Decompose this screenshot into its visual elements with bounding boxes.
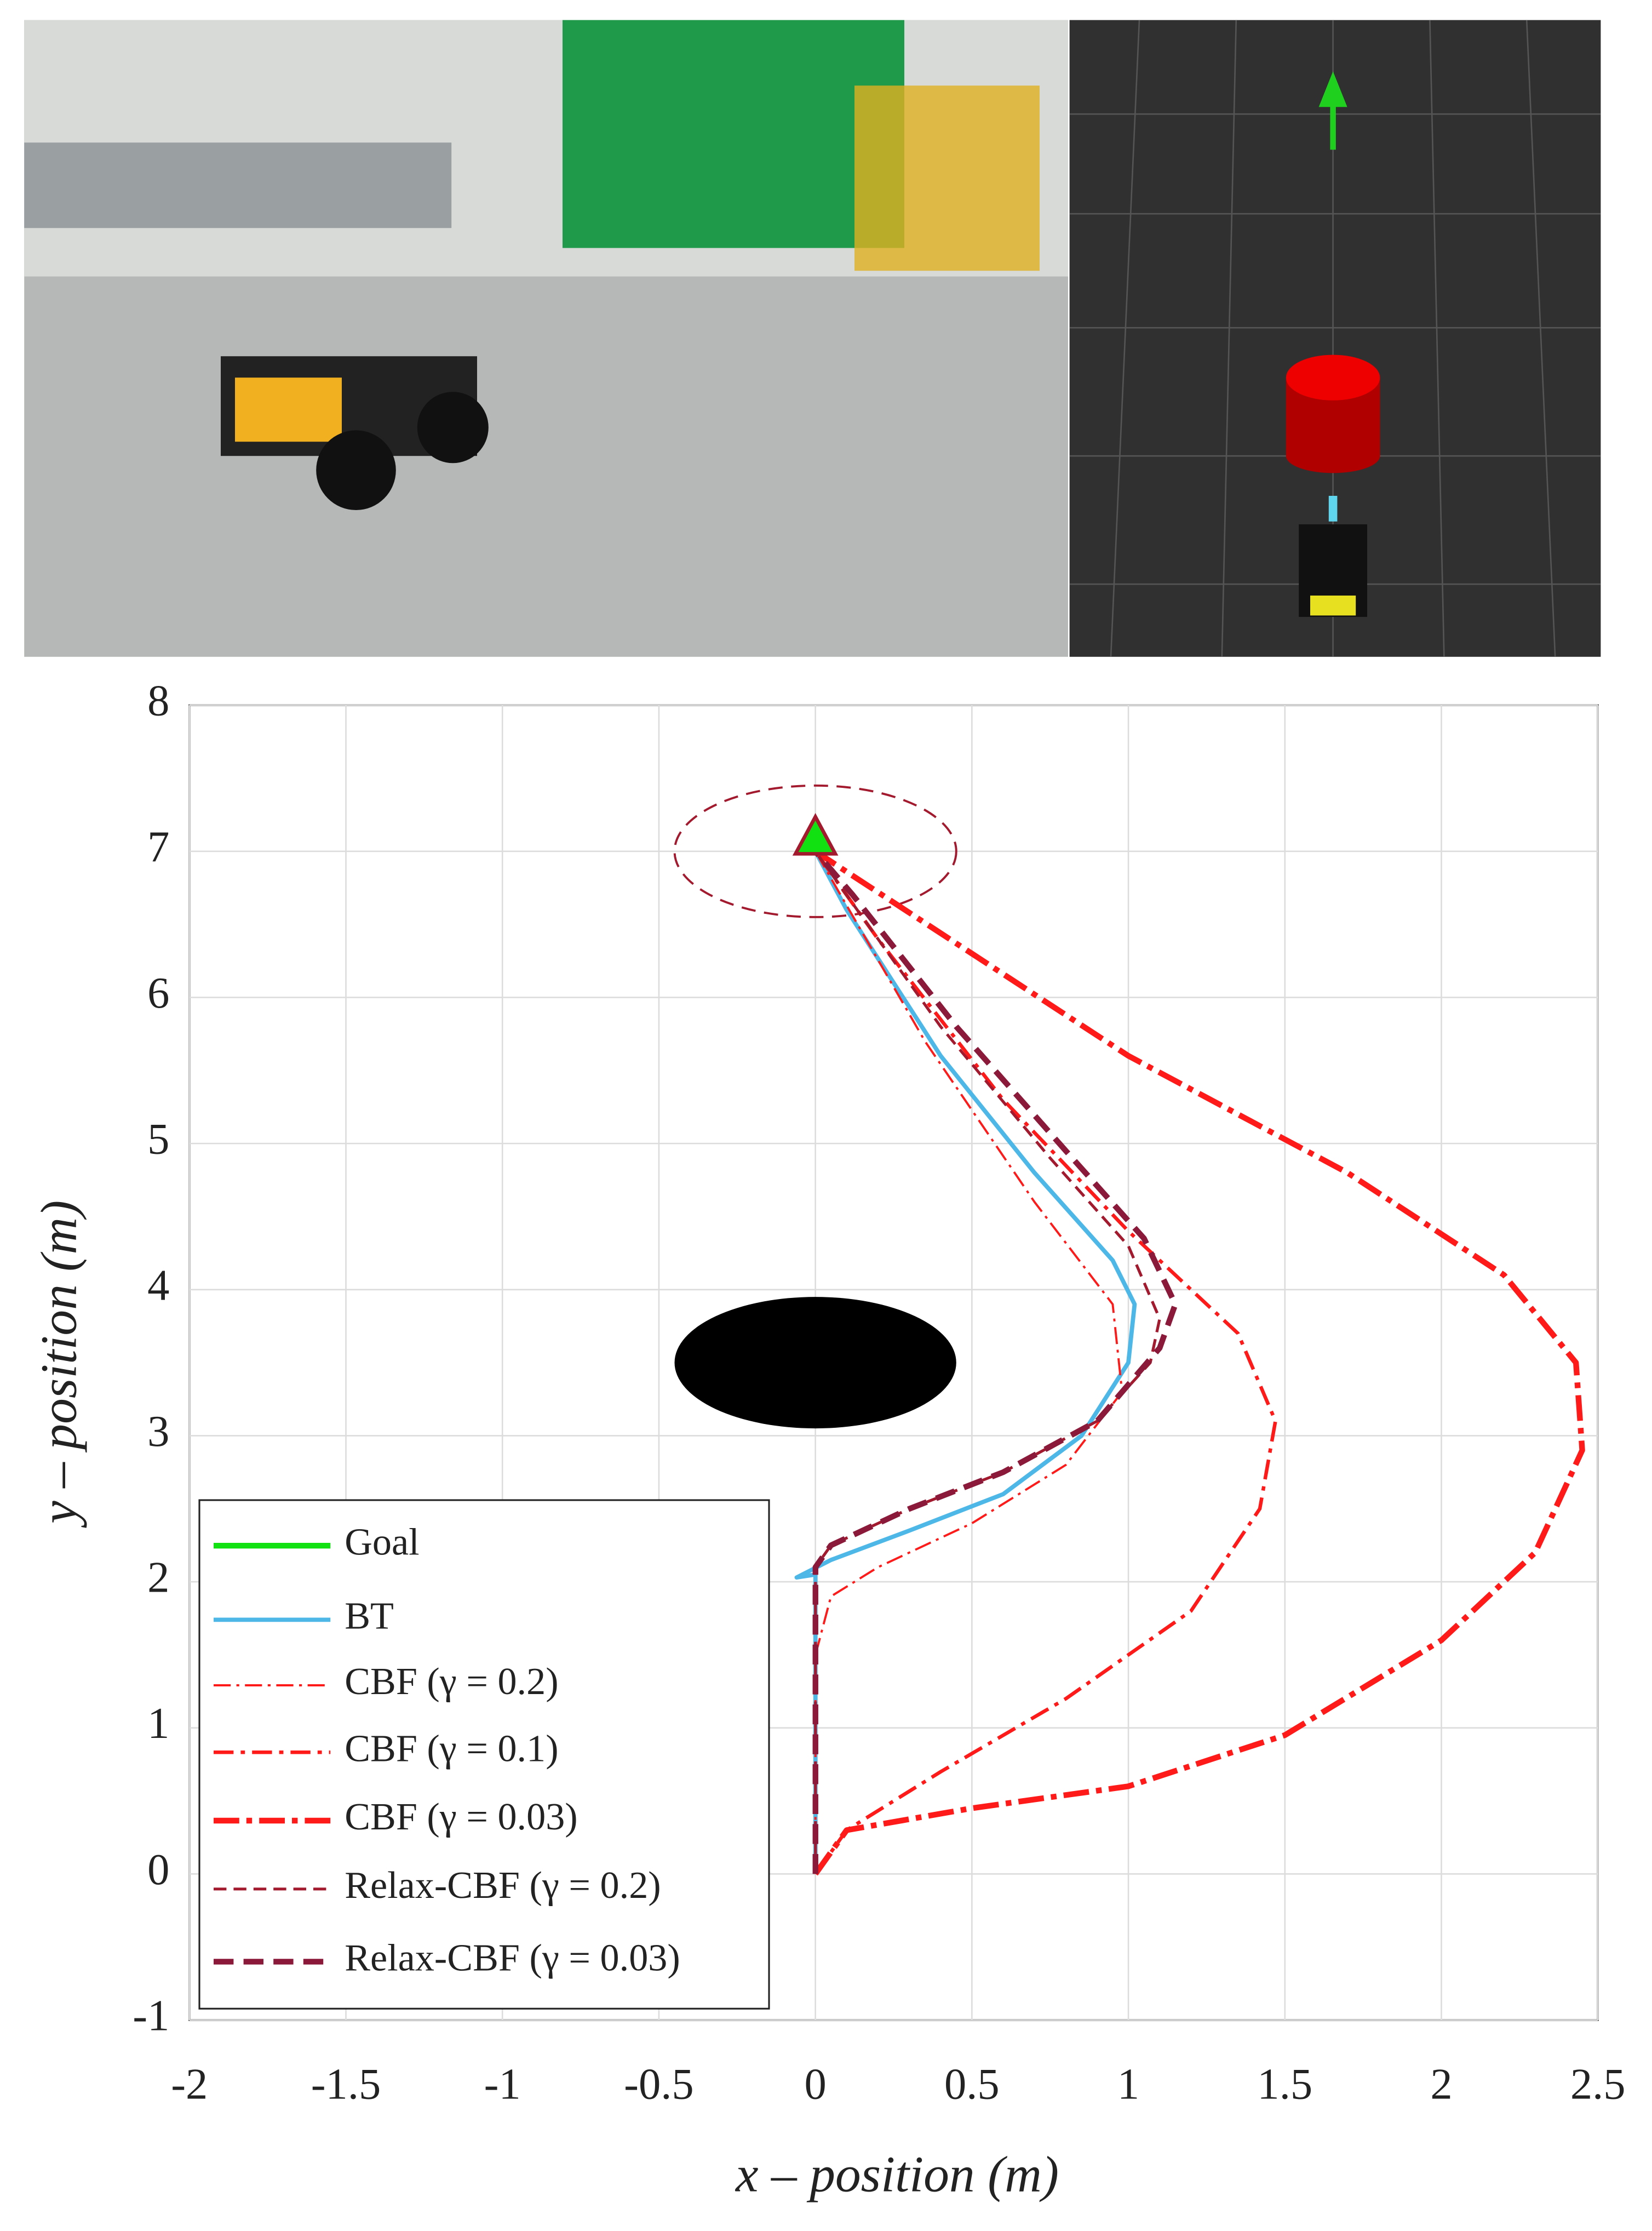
simulation-view bbox=[1069, 20, 1601, 657]
trajectory bbox=[813, 849, 1585, 1876]
trajectory bbox=[814, 850, 1123, 1874]
x-tick-label: 1.5 bbox=[1257, 2060, 1312, 2108]
legend-label: CBF (γ = 0.03) bbox=[345, 1795, 577, 1838]
legend-label: BT bbox=[345, 1595, 394, 1638]
y-axis-label: y – position (m) bbox=[31, 1200, 87, 1528]
goal-marker bbox=[792, 813, 839, 856]
trajectory bbox=[812, 849, 1178, 1874]
y-tick-label: 2 bbox=[147, 1553, 169, 1602]
y-tick-label: 6 bbox=[147, 969, 169, 1017]
legend-label: Relax-CBF (γ = 0.03) bbox=[345, 1937, 680, 1980]
y-tick-label: 4 bbox=[147, 1261, 169, 1309]
y-tick-label: -1 bbox=[133, 1991, 169, 2040]
x-tick-label: -0.5 bbox=[624, 2060, 694, 2108]
x-tick-label: -1 bbox=[484, 2060, 521, 2108]
y-tick-label: 7 bbox=[147, 822, 169, 871]
trajectory bbox=[814, 850, 1277, 1875]
x-tick-label: 2.5 bbox=[1570, 2060, 1626, 2108]
y-tick-label: 5 bbox=[147, 1115, 169, 1164]
x-tick-label: 0 bbox=[804, 2060, 826, 2108]
obstacle bbox=[674, 1297, 956, 1429]
goal-region bbox=[673, 784, 957, 918]
x-tick-label: 0.5 bbox=[944, 2060, 1000, 2108]
x-axis-label: x – position (m) bbox=[735, 2147, 1059, 2203]
x-tick-label: -2 bbox=[171, 2060, 208, 2108]
y-tick-label: 0 bbox=[147, 1845, 169, 1894]
legend-label: CBF (γ = 0.1) bbox=[345, 1727, 558, 1770]
legend: Goal BT CBF (γ = 0.2) CBF (γ = 0.1) CBF (γ =… bbox=[198, 1499, 770, 2010]
trajectory bbox=[794, 850, 1137, 1874]
x-tick-label: 1 bbox=[1117, 2060, 1139, 2108]
legend-label: Relax-CBF (γ = 0.2) bbox=[345, 1864, 661, 1907]
y-tick-label: 8 bbox=[147, 677, 169, 725]
legend-label: Goal bbox=[345, 1520, 419, 1563]
y-tick-label: 1 bbox=[147, 1699, 169, 1748]
lab-photo bbox=[24, 20, 1069, 657]
x-tick-label: -1.5 bbox=[311, 2060, 381, 2108]
legend-label: CBF (γ = 0.2) bbox=[345, 1660, 558, 1703]
y-tick-label: 3 bbox=[147, 1407, 169, 1456]
legend-box bbox=[198, 1499, 770, 2010]
x-tick-label: 2 bbox=[1430, 2060, 1452, 2108]
